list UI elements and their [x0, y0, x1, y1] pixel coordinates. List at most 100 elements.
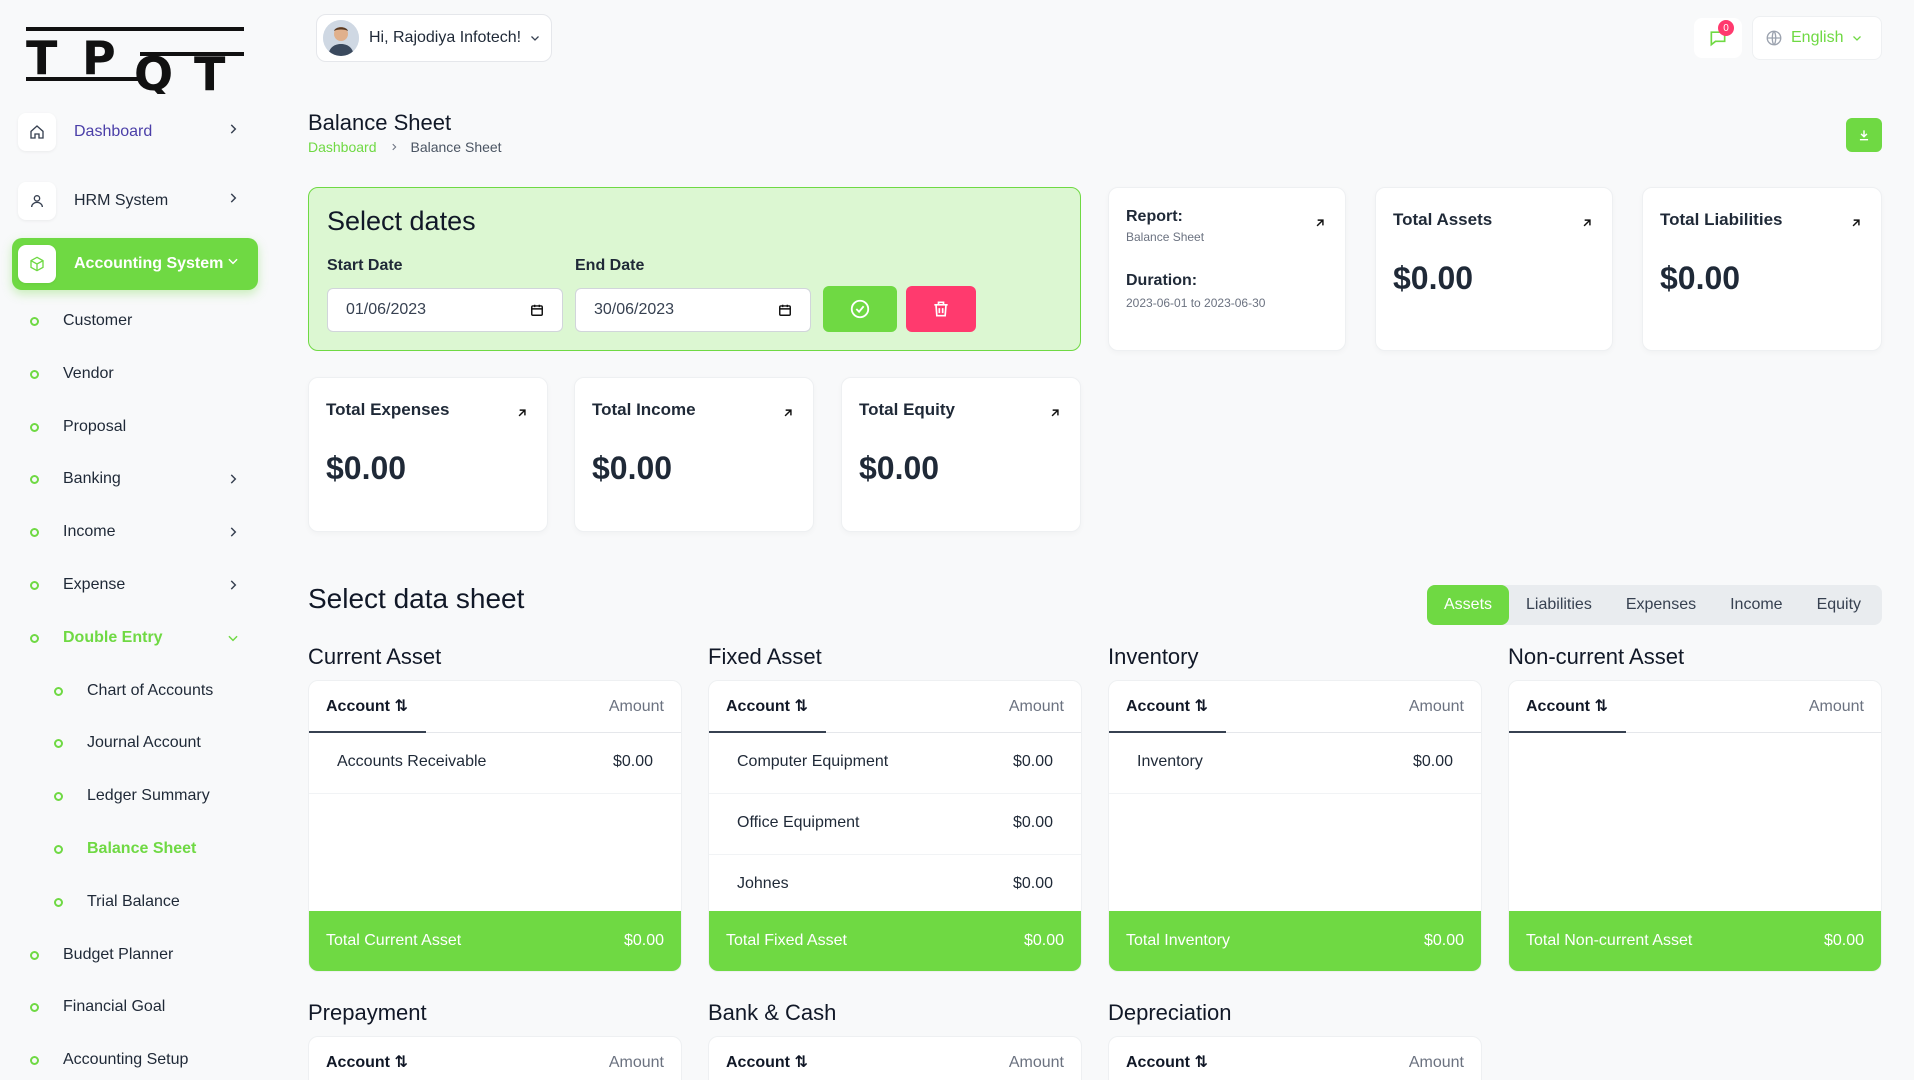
- reset-filter-button[interactable]: [906, 286, 976, 332]
- sidebar-item-income[interactable]: Income: [30, 516, 250, 548]
- arrow-up-right-icon[interactable]: [515, 406, 529, 425]
- sidebar-item-dashboard[interactable]: Dashboard: [12, 106, 258, 158]
- bullet-icon: [54, 844, 63, 854]
- sidebar-item-proposal[interactable]: Proposal: [30, 411, 250, 443]
- sidebar-item-accounting[interactable]: Accounting System: [12, 238, 258, 290]
- sidebar-item-ledger-summary[interactable]: Ledger Summary: [54, 780, 254, 812]
- chevron-down-icon: [226, 254, 240, 273]
- group-title: Prepayment: [308, 1000, 427, 1025]
- stat-title: Total Liabilities: [1660, 210, 1783, 229]
- end-date-value: 30/06/2023: [594, 301, 675, 318]
- end-date-input[interactable]: 30/06/2023: [575, 288, 811, 332]
- chevron-right-icon: [226, 122, 240, 141]
- sidebar-item-chart-of-accounts[interactable]: Chart of Accounts: [54, 675, 254, 707]
- total-value: $0.00: [1023, 932, 1064, 949]
- arrow-up-right-icon[interactable]: [1580, 216, 1594, 235]
- download-button[interactable]: [1846, 118, 1882, 152]
- group-title: Inventory: [1108, 644, 1199, 669]
- trash-icon: [931, 299, 951, 319]
- account-column-header[interactable]: Account ⇅: [1509, 681, 1626, 733]
- download-icon: [1857, 128, 1871, 142]
- account-amount: $0.00: [1412, 753, 1453, 770]
- arrow-up-right-icon[interactable]: [1313, 216, 1327, 235]
- sidebar-item-double-entry[interactable]: Double Entry: [30, 622, 250, 654]
- sidebar-item-trial-balance[interactable]: Trial Balance: [54, 886, 254, 918]
- tab-assets[interactable]: Assets: [1427, 585, 1510, 625]
- arrow-up-right-icon[interactable]: [1048, 406, 1062, 425]
- notification-button[interactable]: 0: [1694, 18, 1742, 58]
- account-name: Accounts Receivable: [337, 753, 487, 770]
- bullet-icon: [30, 474, 39, 484]
- account-column-header[interactable]: Account ⇅: [709, 681, 826, 733]
- account-column-header[interactable]: Account ⇅: [709, 1037, 826, 1080]
- arrow-up-right-icon[interactable]: [781, 406, 795, 425]
- amount-column-header: Amount: [608, 698, 664, 715]
- account-column-header[interactable]: Account ⇅: [1109, 1037, 1226, 1080]
- account-name: Inventory: [1137, 753, 1203, 770]
- account-amount: $0.00: [1012, 875, 1053, 892]
- sidebar-item-label: Trial Balance: [87, 893, 180, 910]
- stat-title: Total Expenses: [326, 400, 450, 419]
- tab-equity[interactable]: Equity: [1816, 596, 1862, 613]
- user-menu[interactable]: Hi, Rajodiya Infotech!: [316, 14, 553, 62]
- account-column-header[interactable]: Account ⇅: [1109, 681, 1226, 733]
- chevron-down-icon: [529, 32, 541, 44]
- breadcrumb-home-link[interactable]: Dashboard: [308, 139, 377, 155]
- table-row: Inventory $0.00: [1109, 733, 1481, 794]
- sidebar-item-label: Banking: [63, 470, 121, 487]
- table-row: Computer Equipment $0.00: [709, 733, 1081, 794]
- account-column-header[interactable]: Account ⇅: [309, 681, 426, 733]
- tab-expenses[interactable]: Expenses: [1625, 596, 1697, 613]
- account-amount: $0.00: [612, 753, 653, 770]
- sidebar-item-journal-account[interactable]: Journal Account: [54, 727, 254, 759]
- depreciation-table: Account ⇅ Amount: [1108, 1036, 1482, 1080]
- table-total-row: Total Current Asset $0.00: [309, 911, 681, 971]
- stat-card-total-liabilities: Total Liabilities $0.00: [1642, 187, 1882, 351]
- bullet-icon: [54, 897, 63, 907]
- bullet-icon: [30, 580, 39, 590]
- sidebar-item-expense[interactable]: Expense: [30, 569, 250, 601]
- stat-value: $0.00: [326, 450, 407, 486]
- table-header: Account ⇅ Amount: [1509, 681, 1881, 733]
- start-date-input[interactable]: 01/06/2023: [327, 288, 563, 332]
- amount-column-header: Amount: [1008, 698, 1064, 715]
- stat-card-total-equity: Total Equity $0.00: [841, 377, 1081, 532]
- sidebar-item-label: Customer: [63, 312, 133, 329]
- sidebar-item-label: Accounting Setup: [63, 1051, 189, 1068]
- sidebar-item-label: Balance Sheet: [87, 840, 197, 857]
- bullet-icon: [30, 422, 39, 432]
- table-total-row: Total Non-current Asset $0.00: [1509, 911, 1881, 971]
- sidebar-item-accounting-setup[interactable]: Accounting Setup: [30, 1044, 250, 1076]
- bank-cash-table: Account ⇅ Amount: [708, 1036, 1082, 1080]
- bullet-icon: [30, 316, 39, 326]
- apply-filter-button[interactable]: [823, 286, 897, 332]
- bullet-icon: [30, 1002, 39, 1012]
- group-title: Depreciation: [1108, 1000, 1232, 1025]
- sidebar-item-balance-sheet[interactable]: Balance Sheet: [54, 833, 254, 865]
- arrow-up-right-icon[interactable]: [1849, 216, 1863, 235]
- language-label: English: [1791, 29, 1844, 46]
- sidebar-item-customer[interactable]: Customer: [30, 305, 250, 337]
- sidebar-item-banking[interactable]: Banking: [30, 463, 250, 495]
- sidebar-item-hrm[interactable]: HRM System: [12, 175, 258, 227]
- account-name: Computer Equipment: [737, 753, 889, 770]
- tab-liabilities[interactable]: Liabilities: [1526, 596, 1592, 613]
- brand-logo[interactable]: T P Q T: [24, 22, 246, 101]
- amount-column-header: Amount: [1408, 1054, 1464, 1071]
- sidebar-item-vendor[interactable]: Vendor: [30, 358, 250, 390]
- account-name: Johnes: [737, 875, 789, 892]
- table-header: Account ⇅ Amount: [1109, 1037, 1481, 1080]
- stat-title: Total Assets: [1393, 210, 1493, 229]
- account-column-header[interactable]: Account ⇅: [309, 1037, 426, 1080]
- globe-icon: [1765, 29, 1783, 47]
- chevron-right-icon: [389, 142, 399, 152]
- sidebar-item-label: Ledger Summary: [87, 787, 210, 804]
- inventory-table: Account ⇅ Amount Inventory $0.00 Total I…: [1108, 680, 1482, 972]
- tab-income[interactable]: Income: [1730, 596, 1783, 613]
- home-icon: [18, 113, 56, 151]
- language-selector[interactable]: English: [1752, 16, 1882, 60]
- sidebar-item-financial-goal[interactable]: Financial Goal: [30, 991, 250, 1023]
- fixed-asset-table: Account ⇅ Amount Computer Equipment $0.0…: [708, 680, 1082, 972]
- total-value: $0.00: [1423, 932, 1464, 949]
- sidebar-item-budget-planner[interactable]: Budget Planner: [30, 939, 250, 971]
